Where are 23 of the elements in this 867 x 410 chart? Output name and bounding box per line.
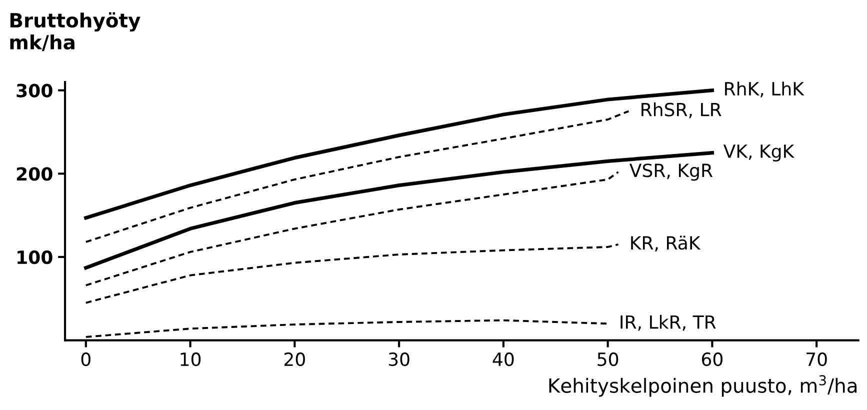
x-tick-label: 60 xyxy=(702,352,722,366)
x-axis-title: Kehityskelpoinen puusto, m$^{3}$/ha xyxy=(549,375,857,397)
series-label: RhK, LhK xyxy=(725,82,804,98)
line-series xyxy=(84,151,714,270)
series-label: VSR, KgR xyxy=(630,164,713,181)
y-tick-label: 100 xyxy=(18,250,52,264)
series-label: VK, KgK xyxy=(723,144,794,162)
x-tick-label: 10 xyxy=(180,352,201,366)
series-label: IR, LkR, TR xyxy=(620,314,716,331)
line-series xyxy=(84,244,620,304)
x-tick-label: 50 xyxy=(598,352,618,366)
x-tick-label: 0 xyxy=(81,352,90,366)
series-label: KR, RäK xyxy=(631,236,701,252)
y-tick-label: 200 xyxy=(16,167,52,181)
line-series xyxy=(84,171,620,286)
series-label: RhSR, LR xyxy=(642,102,722,118)
y-tick-label: 300 xyxy=(16,84,52,98)
x-tick-label: 20 xyxy=(284,352,305,366)
x-tick-label: 40 xyxy=(492,352,514,366)
x-tick-label: 70 xyxy=(806,352,827,366)
line-series xyxy=(84,110,630,243)
y-axis-title: Bruttohyöty mk/ha xyxy=(10,12,140,52)
x-tick-label: 30 xyxy=(388,352,410,366)
